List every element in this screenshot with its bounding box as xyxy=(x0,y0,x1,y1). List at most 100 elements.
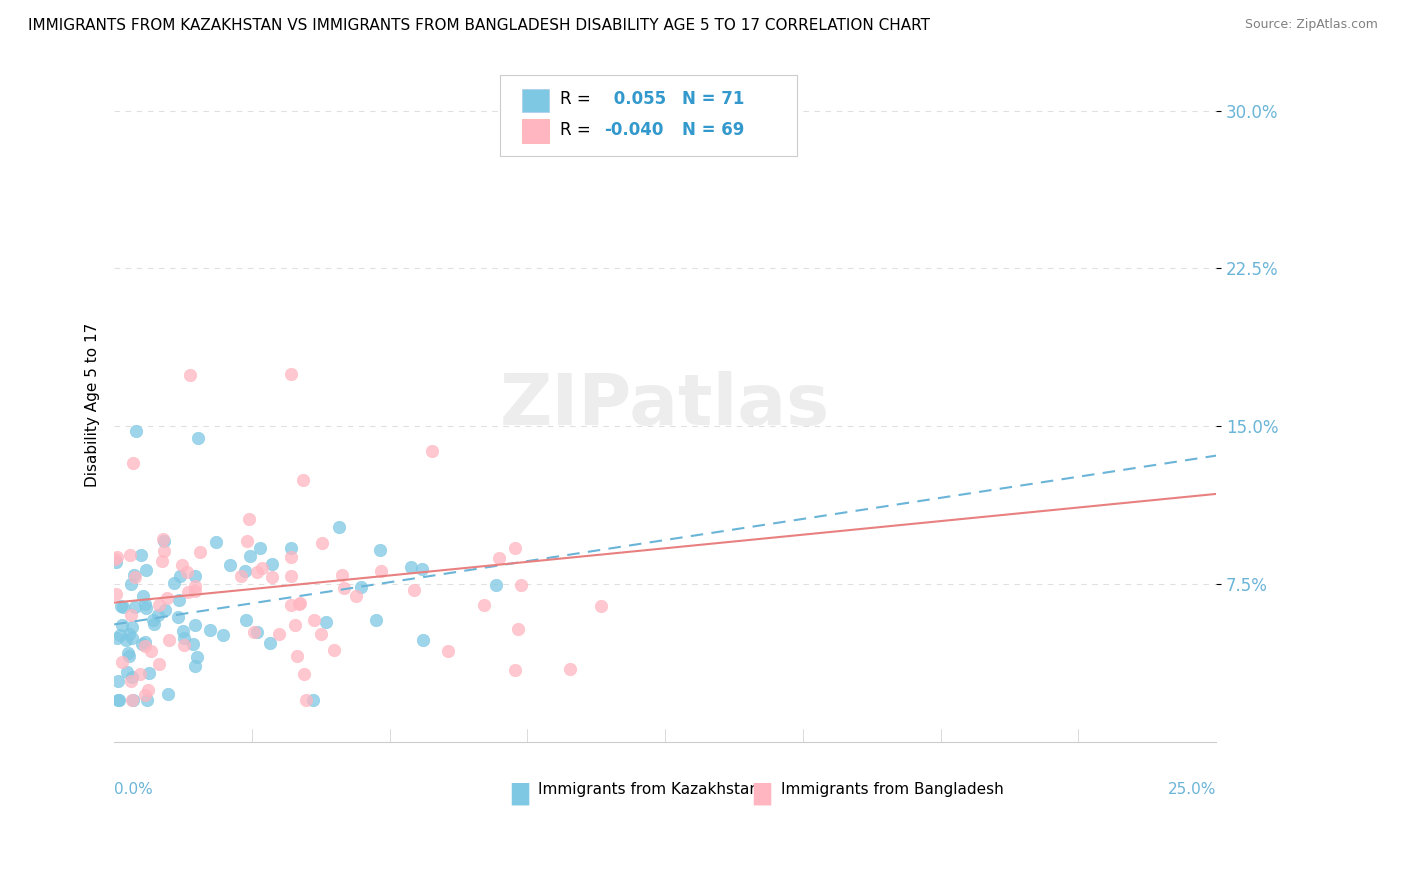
Point xyxy=(402,582,425,597)
Text: -0.040: -0.040 xyxy=(605,121,664,139)
Text: 0.0%: 0.0% xyxy=(114,782,153,797)
Text: Source: ZipAtlas.com: Source: ZipAtlas.com xyxy=(1244,18,1378,31)
Point xyxy=(118,648,141,663)
Point xyxy=(134,689,156,703)
Point xyxy=(172,558,194,572)
Point xyxy=(204,534,226,549)
Point xyxy=(153,533,176,548)
Point xyxy=(135,600,157,615)
Point xyxy=(121,620,143,634)
Point xyxy=(173,631,195,645)
Point xyxy=(110,599,132,613)
Point xyxy=(311,536,333,550)
Point xyxy=(121,631,143,645)
Point xyxy=(328,520,350,534)
Point xyxy=(260,570,283,584)
Point xyxy=(163,575,186,590)
Text: 25.0%: 25.0% xyxy=(1168,782,1216,797)
Point xyxy=(322,643,344,657)
Point xyxy=(239,549,262,563)
Point xyxy=(105,550,128,565)
Point xyxy=(107,673,129,688)
Point xyxy=(333,581,356,595)
Point xyxy=(284,618,307,632)
Point xyxy=(229,569,252,583)
Text: █: █ xyxy=(510,782,529,805)
Point xyxy=(167,592,190,607)
Point xyxy=(186,650,208,665)
Point xyxy=(301,693,323,707)
Point xyxy=(315,615,337,629)
Point xyxy=(112,600,135,615)
Point xyxy=(267,627,290,641)
Point xyxy=(150,554,173,568)
Point xyxy=(236,533,259,548)
Point xyxy=(302,613,325,627)
Point xyxy=(136,682,159,697)
Y-axis label: Disability Age 5 to 17: Disability Age 5 to 17 xyxy=(86,323,100,487)
Point xyxy=(177,584,200,599)
Point xyxy=(143,616,166,631)
Point xyxy=(142,613,165,627)
Point xyxy=(120,608,142,623)
Point xyxy=(121,670,143,684)
Point xyxy=(370,565,392,579)
Point xyxy=(110,656,132,670)
Point xyxy=(152,544,174,558)
Point xyxy=(366,613,388,627)
Point xyxy=(184,618,207,632)
Point xyxy=(235,613,257,627)
Point xyxy=(295,693,318,707)
Point xyxy=(589,599,612,613)
Point xyxy=(152,532,174,546)
Point xyxy=(292,473,315,487)
Point xyxy=(292,667,315,681)
Point xyxy=(280,550,302,565)
Point xyxy=(506,622,529,636)
Text: Immigrants from Bangladesh: Immigrants from Bangladesh xyxy=(780,782,1004,797)
Text: N = 69: N = 69 xyxy=(682,121,744,139)
Point xyxy=(411,561,433,575)
Text: ZIPatlas: ZIPatlas xyxy=(501,371,831,440)
Point xyxy=(219,558,242,573)
Point xyxy=(238,512,260,526)
Point xyxy=(233,564,256,578)
Point xyxy=(148,657,170,672)
Point xyxy=(131,637,153,651)
Point xyxy=(198,623,221,637)
Point xyxy=(129,666,152,681)
Point xyxy=(249,541,271,556)
Point xyxy=(155,603,177,617)
FancyBboxPatch shape xyxy=(522,119,550,143)
Point xyxy=(146,607,169,622)
Point xyxy=(172,624,194,638)
Point xyxy=(117,647,139,661)
Point xyxy=(105,631,128,645)
Point xyxy=(350,581,373,595)
Point xyxy=(280,541,302,556)
Point xyxy=(183,569,205,583)
Point xyxy=(280,367,302,381)
Point xyxy=(503,541,526,556)
Point xyxy=(134,597,156,611)
Point xyxy=(472,598,495,612)
Point xyxy=(139,644,162,658)
Text: IMMIGRANTS FROM KAZAKHSTAN VS IMMIGRANTS FROM BANGLADESH DISABILITY AGE 5 TO 17 : IMMIGRANTS FROM KAZAKHSTAN VS IMMIGRANTS… xyxy=(28,18,931,33)
Point xyxy=(190,545,212,559)
Point xyxy=(121,693,143,707)
Point xyxy=(181,637,204,651)
FancyBboxPatch shape xyxy=(522,88,550,112)
Point xyxy=(118,627,141,641)
Point xyxy=(309,626,332,640)
Text: █: █ xyxy=(754,782,770,805)
Point xyxy=(187,432,209,446)
Point xyxy=(136,693,159,707)
Point xyxy=(280,569,302,583)
Point xyxy=(485,578,508,592)
Point xyxy=(211,628,233,642)
Point xyxy=(105,555,128,569)
Point xyxy=(505,663,527,677)
Point xyxy=(368,543,391,558)
Point xyxy=(118,548,141,562)
Point xyxy=(290,596,312,610)
